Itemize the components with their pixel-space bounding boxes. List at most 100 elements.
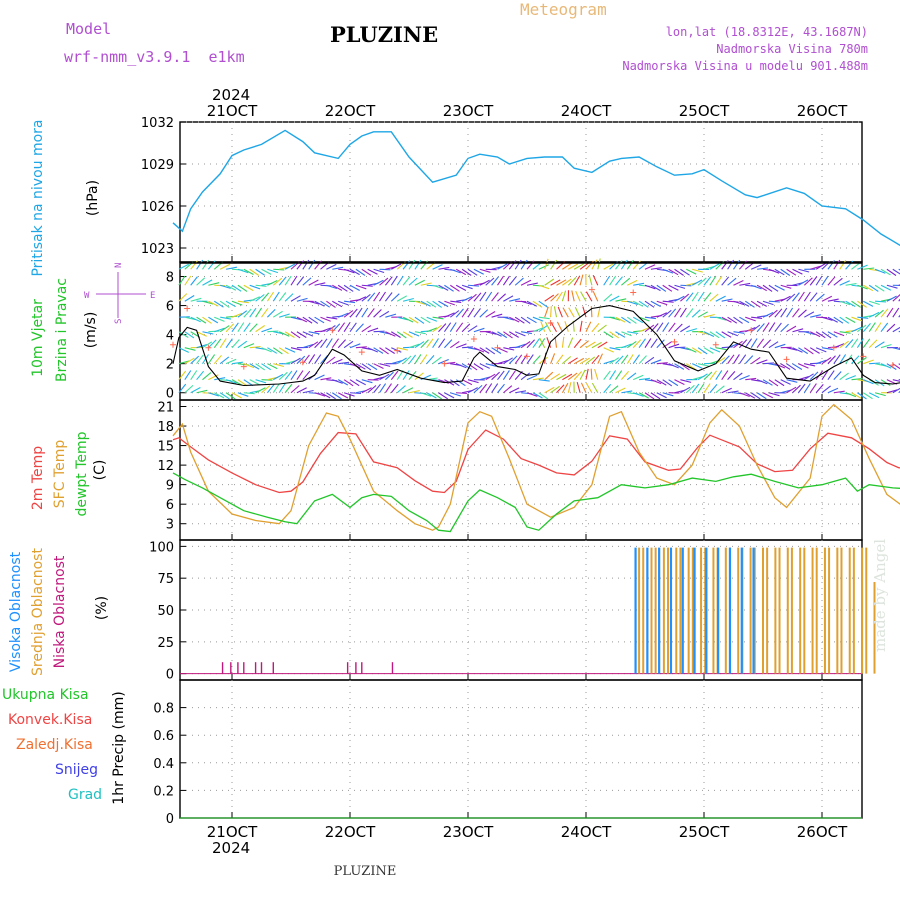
- wind-barb: [573, 338, 582, 349]
- wind-barb: [880, 308, 889, 318]
- wind-barb: [703, 331, 715, 337]
- wind-barb: [308, 279, 319, 286]
- wind-barb: [662, 392, 674, 397]
- wind-barb: [450, 392, 461, 397]
- wind-barb: [691, 291, 699, 302]
- temp-sfc-line: [172, 403, 900, 531]
- pressure-ytick-label: 1029: [141, 158, 174, 173]
- bottom-date-label: 23OCT: [443, 823, 494, 841]
- wind-barb: [396, 295, 408, 302]
- wind-barb: [308, 316, 319, 324]
- wind-barb: [809, 371, 819, 381]
- wind-barb: [414, 279, 425, 286]
- wind-barb: [768, 379, 779, 387]
- wind-barb: [314, 330, 326, 333]
- wind-barb: [632, 300, 644, 307]
- wind-barb: [308, 354, 316, 364]
- wind-barb: [697, 331, 709, 335]
- wind-barb: [656, 322, 664, 333]
- wind-barb: [349, 322, 357, 333]
- wind-barb: [485, 373, 496, 381]
- wind-barb: [479, 309, 489, 318]
- wind-barb: [863, 359, 874, 365]
- wind-barb: [349, 308, 358, 318]
- wind-barb: [290, 295, 301, 302]
- wind-barb: [326, 316, 338, 320]
- wind-barb: [733, 372, 743, 381]
- wind-barb: [278, 331, 290, 337]
- wind-barb: [514, 259, 522, 270]
- wind-barb: [231, 312, 243, 318]
- wind-barb: [390, 383, 399, 394]
- wind-barb: [497, 293, 506, 302]
- wind-barb: [520, 341, 531, 349]
- wind-barb: [674, 268, 684, 276]
- wind-ytick-label: 8: [166, 271, 174, 286]
- wind-barb: [739, 392, 750, 398]
- wind-barb: [202, 341, 213, 349]
- wind-barb: [202, 392, 214, 394]
- wind-barb: [780, 363, 791, 370]
- wind-barb: [225, 323, 235, 333]
- temp-ytick-label: 9: [166, 479, 174, 494]
- wind-barb: [798, 279, 809, 286]
- pressure-name-label: Pritisak na nivou mora: [30, 119, 46, 276]
- wind-barb: [432, 356, 442, 365]
- wind-barb: [638, 316, 650, 322]
- wind-barb: [184, 316, 196, 321]
- wind-barb: [526, 354, 534, 364]
- wind-barb: [833, 331, 845, 337]
- temp-ytick-label: 3: [166, 518, 174, 533]
- wind-barb: [727, 259, 735, 270]
- wind-barb: [638, 392, 649, 399]
- wind-barb: [756, 323, 765, 333]
- wind-barb: [827, 260, 835, 270]
- wind-barb: [554, 336, 558, 348]
- wind-barb: [391, 263, 402, 270]
- wind-barb: [892, 268, 900, 275]
- wind-barb: [261, 363, 272, 371]
- wind-barb: [886, 284, 898, 289]
- wind-barb: [243, 363, 255, 369]
- wind-barb: [567, 372, 578, 381]
- wind-barb: [526, 392, 538, 397]
- wind-barb: [278, 383, 286, 394]
- wind-barb: [402, 355, 412, 365]
- wind-barb: [326, 300, 336, 308]
- wind-barb: [662, 268, 674, 274]
- wind-barb: [514, 354, 523, 365]
- wind-barb: [644, 392, 655, 400]
- cloud-unit-label: (%): [94, 596, 110, 620]
- wind-barb: [514, 316, 525, 324]
- wind-barb: [255, 379, 267, 384]
- wind-barb: [868, 322, 876, 333]
- wind-barb: [650, 392, 661, 400]
- wind-barb: [780, 379, 791, 385]
- wind-barb: [355, 363, 366, 370]
- wind-barb: [255, 294, 265, 302]
- wind-barb: [402, 260, 411, 270]
- wind-barb: [721, 355, 730, 365]
- wind-barb: [792, 308, 800, 318]
- wind-barb: [331, 338, 340, 349]
- wind-barb: [756, 359, 768, 365]
- wind-barb: [255, 307, 263, 318]
- wind-barb: [609, 331, 620, 339]
- wind-barb: [420, 282, 432, 286]
- wind-barb: [680, 363, 690, 371]
- wind-barb: [208, 316, 219, 324]
- wind-barb: [621, 331, 632, 337]
- wind-barb: [497, 263, 508, 270]
- wind-barb: [821, 385, 831, 394]
- wind-barb: [402, 297, 414, 302]
- wind-barb: [650, 284, 661, 292]
- wind-barb: [308, 259, 316, 270]
- wind-barb: [367, 327, 379, 333]
- wind-barb: [656, 392, 667, 399]
- wind-barb: [214, 316, 225, 322]
- wind-gust-mark: [470, 335, 477, 342]
- wind-barb: [432, 324, 442, 333]
- wind-barb: [332, 300, 343, 308]
- wind-barb: [574, 307, 581, 318]
- wind-barb: [284, 331, 295, 338]
